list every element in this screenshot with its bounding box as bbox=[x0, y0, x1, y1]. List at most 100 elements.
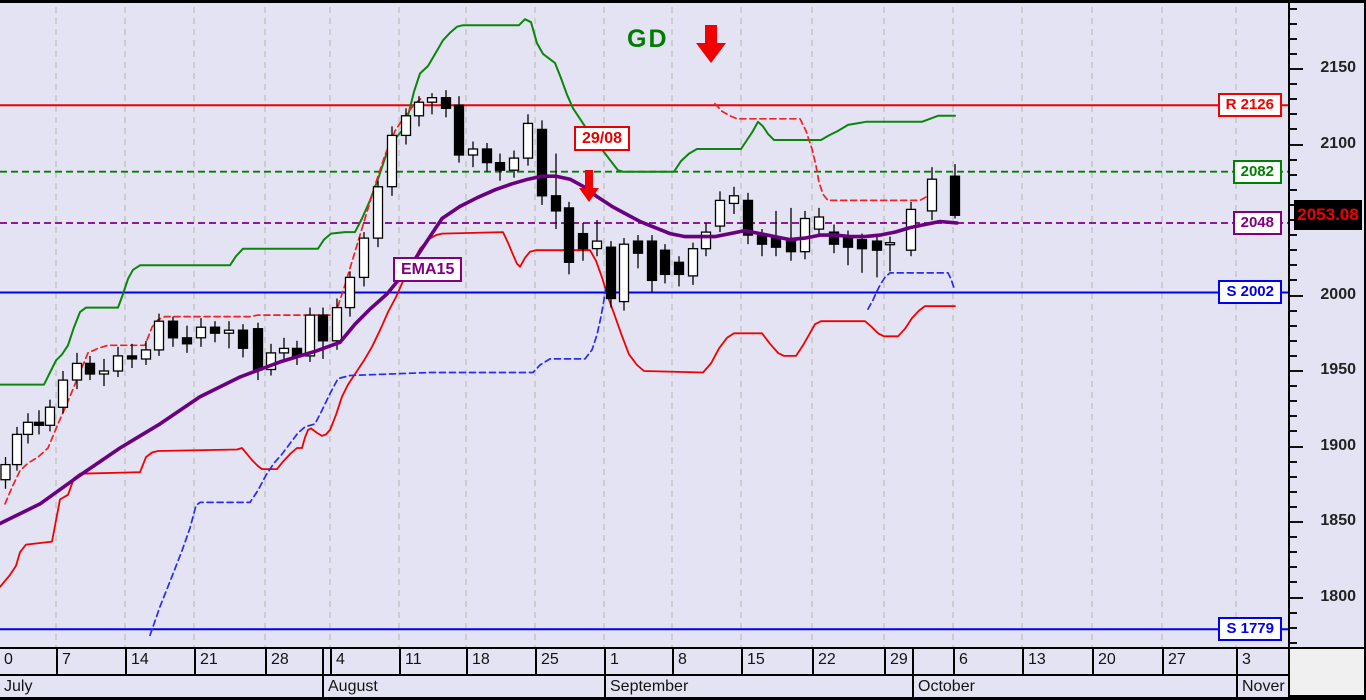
price-axis[interactable]: 18001850190019502000205021002150 2053.08 bbox=[1288, 3, 1364, 647]
bottom-border bbox=[1288, 695, 1364, 700]
candle-up bbox=[522, 122, 534, 159]
symbol-title: GD bbox=[627, 25, 669, 53]
upper-pivot-level-label[interactable]: 2082 bbox=[1232, 159, 1282, 184]
candle-up bbox=[687, 248, 699, 277]
candle-up bbox=[926, 178, 938, 212]
price-tick bbox=[1290, 415, 1297, 418]
trailing-stop-blue-line bbox=[867, 272, 955, 310]
day-cell: 0 bbox=[4, 651, 13, 668]
price-tick bbox=[1290, 641, 1297, 644]
price-tick bbox=[1290, 188, 1297, 191]
price-tick bbox=[1290, 475, 1297, 478]
month-cell: September bbox=[604, 676, 912, 697]
candle-up bbox=[728, 195, 740, 205]
month-cell: October bbox=[912, 676, 1236, 697]
resistance-level-label[interactable]: R 2126 bbox=[1217, 93, 1282, 118]
price-tick bbox=[1290, 52, 1297, 55]
candle-down bbox=[453, 104, 465, 156]
candle-up bbox=[467, 148, 479, 156]
month-cell: August bbox=[322, 676, 604, 697]
candle-up bbox=[304, 314, 316, 357]
candle-down bbox=[770, 237, 782, 248]
price-tick bbox=[1290, 249, 1297, 252]
candle-up bbox=[358, 237, 370, 279]
lower-support-level-label[interactable]: S 1779 bbox=[1218, 617, 1282, 642]
price-tick bbox=[1290, 536, 1297, 539]
candle-up bbox=[22, 421, 34, 436]
price-tick bbox=[1290, 143, 1303, 146]
price-tick bbox=[1290, 339, 1297, 342]
candle-up bbox=[591, 240, 603, 250]
price-tick bbox=[1290, 264, 1297, 267]
candle-up bbox=[331, 306, 343, 342]
candle-up bbox=[372, 186, 384, 239]
price-tick bbox=[1290, 68, 1303, 70]
price-tick bbox=[1290, 7, 1297, 10]
price-tick bbox=[1290, 370, 1303, 372]
ema15-line bbox=[0, 174, 959, 526]
price-tick bbox=[1290, 113, 1297, 116]
candle-down bbox=[494, 161, 506, 171]
candle-up bbox=[344, 276, 356, 309]
candle-up bbox=[618, 243, 630, 303]
candle-down bbox=[605, 246, 617, 300]
price-tick bbox=[1290, 354, 1297, 357]
upper-envelope-line bbox=[0, 18, 956, 386]
candle-down bbox=[563, 207, 575, 263]
price-tick-label: 2150 bbox=[1320, 59, 1356, 76]
price-tick bbox=[1290, 37, 1297, 40]
price-tick bbox=[1290, 460, 1297, 463]
axis-corner-spacer bbox=[1288, 647, 1364, 700]
candle-up bbox=[265, 352, 277, 371]
day-cell bbox=[912, 649, 953, 674]
month-cell: Nover bbox=[1236, 676, 1288, 697]
price-tick-label: 1800 bbox=[1320, 587, 1356, 605]
price-tick bbox=[1290, 173, 1297, 176]
date-axis[interactable]: 0 7 14 21 28 4 11 18 25 1 8 15 22 29 6 13 20 27 3 July Augu… bbox=[0, 647, 1288, 700]
candle-down bbox=[646, 240, 658, 282]
candle-up bbox=[426, 97, 438, 103]
day-cell: 29 bbox=[884, 649, 912, 674]
day-cell: 14 bbox=[125, 649, 194, 674]
chart-canvas[interactable] bbox=[0, 3, 1288, 647]
price-tick bbox=[1290, 521, 1303, 523]
candle-up bbox=[714, 199, 726, 227]
day-cell: 20 bbox=[1092, 649, 1162, 674]
price-tick-label: 1850 bbox=[1320, 512, 1356, 529]
candle-up bbox=[153, 320, 165, 351]
candle-down bbox=[577, 232, 589, 250]
price-tick bbox=[1290, 430, 1297, 433]
candle-up bbox=[884, 242, 896, 246]
candle-up bbox=[223, 329, 235, 334]
day-cell: 3 bbox=[1236, 649, 1288, 674]
price-chart-plot[interactable]: GD 29/08 EMA15 R 2126 2082 2048 S 2002 S… bbox=[0, 3, 1288, 647]
candle-up bbox=[195, 326, 207, 339]
day-cell: 7 bbox=[56, 649, 125, 674]
price-tick bbox=[1290, 22, 1297, 25]
candle-down bbox=[33, 421, 45, 426]
day-cell bbox=[322, 649, 330, 674]
candle-down bbox=[84, 362, 96, 375]
mid-pivot-level-label[interactable]: 2048 bbox=[1232, 211, 1282, 236]
candle-down bbox=[659, 249, 671, 276]
price-tick bbox=[1290, 445, 1303, 448]
candle-up bbox=[0, 463, 11, 481]
candle-down bbox=[317, 314, 329, 342]
axis-row-divider bbox=[0, 674, 1288, 676]
price-tick-label: 2100 bbox=[1320, 134, 1356, 152]
price-tick bbox=[1290, 400, 1297, 403]
candle-up bbox=[140, 349, 152, 360]
candle-down bbox=[209, 326, 221, 334]
price-tick bbox=[1290, 98, 1297, 101]
candle-down bbox=[785, 240, 797, 253]
candle-down bbox=[742, 199, 754, 236]
price-tick bbox=[1290, 551, 1297, 554]
day-cell: 25 bbox=[535, 649, 604, 674]
price-tick bbox=[1290, 128, 1297, 131]
title-down-arrow bbox=[696, 25, 726, 63]
day-cell: 11 bbox=[399, 649, 466, 674]
support-level-label[interactable]: S 2002 bbox=[1218, 280, 1282, 305]
price-tick bbox=[1290, 566, 1297, 569]
price-tick-label: 1900 bbox=[1320, 436, 1356, 454]
